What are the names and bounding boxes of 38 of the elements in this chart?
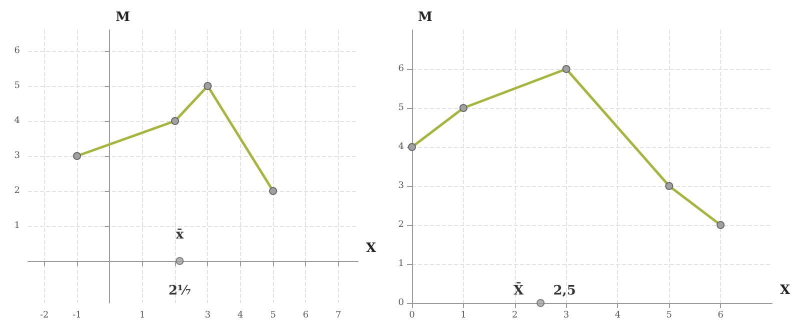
x-tick-label: 1 — [460, 310, 466, 320]
y-tick-label: 5 — [398, 103, 404, 113]
x-tick-label: 5 — [666, 310, 672, 320]
y-axis-title: M — [418, 10, 432, 25]
annotation: X̄ — [514, 282, 525, 298]
x-tick-label: 1 — [139, 310, 146, 320]
y-axis-title: M — [116, 10, 130, 25]
x-tick-label: 0 — [409, 310, 416, 320]
x-tick-label: 4 — [238, 310, 244, 320]
x-tick-label: -2 — [40, 310, 49, 320]
x-axis-title: X — [780, 283, 791, 298]
y-tick-label: 6 — [14, 46, 20, 56]
y-tick-label: 1 — [398, 259, 404, 269]
annotation: 2,5 — [553, 284, 576, 298]
annotation: 2⅐ — [168, 284, 191, 298]
y-tick-label: 6 — [398, 64, 404, 74]
x-tick-label: 3 — [204, 310, 211, 320]
y-tick-label: 3 — [14, 151, 20, 161]
y-tick-label: 4 — [14, 116, 20, 126]
y-tick-label: 0 — [398, 298, 404, 308]
y-tick-label: 1 — [14, 221, 20, 231]
x-tick-label: 6 — [302, 310, 309, 320]
x-tick-label: 6 — [718, 310, 724, 320]
x-tick-label: 5 — [270, 310, 276, 320]
x-tick-label: 4 — [614, 310, 621, 320]
x-axis-title: X — [366, 241, 377, 256]
y-tick-label: 2 — [14, 186, 20, 196]
x-tick-label: 7 — [336, 310, 342, 320]
x-tick-label: -1 — [72, 310, 82, 320]
point — [536, 299, 545, 307]
x-tick-label: 3 — [563, 310, 570, 320]
y-tick-label: 2 — [398, 220, 404, 230]
y-tick-label: 3 — [398, 181, 404, 191]
y-tick-label: 5 — [14, 81, 20, 91]
point — [176, 257, 184, 265]
y-tick-label: 4 — [398, 142, 404, 152]
annotation: x̄ — [176, 228, 184, 242]
x-tick-label: 2 — [512, 310, 518, 320]
